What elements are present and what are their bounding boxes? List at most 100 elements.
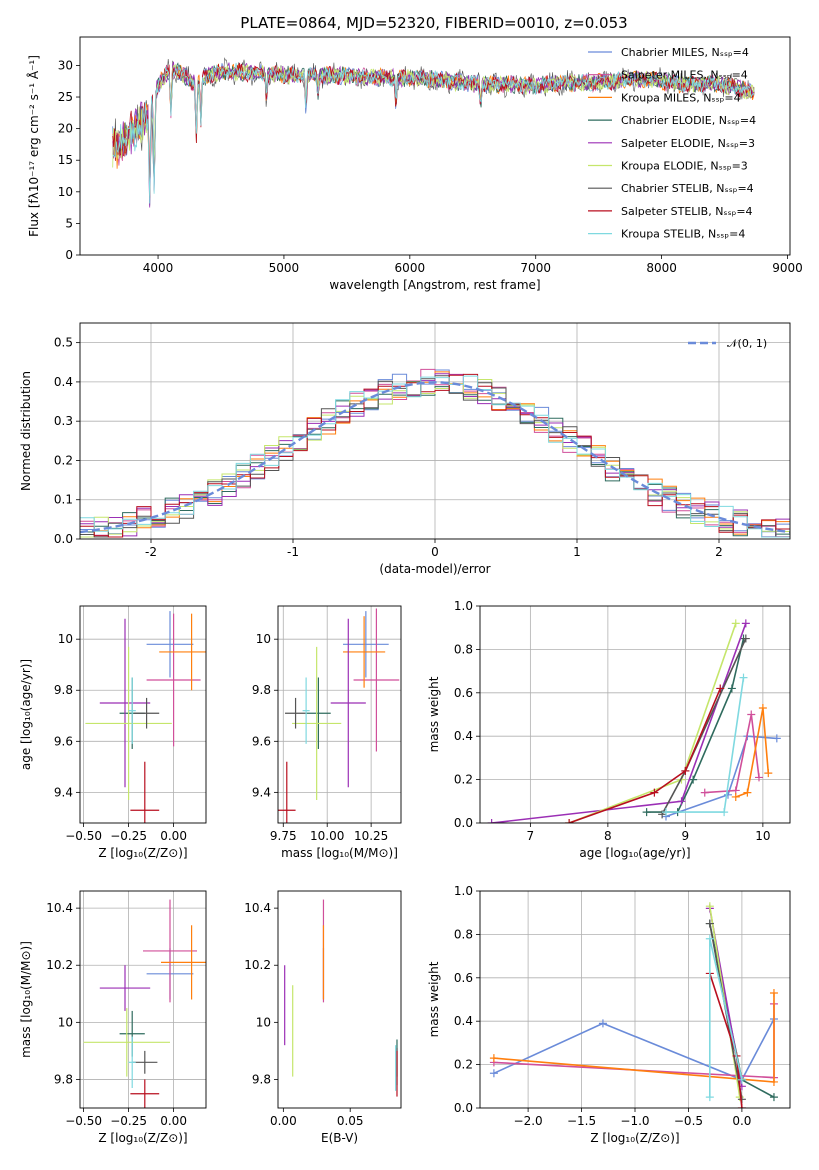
- point-marker: [731, 619, 740, 628]
- x-tick-label: 0.0: [732, 1114, 751, 1128]
- x-tick-label: 10: [755, 829, 770, 843]
- legend-label: Kroupa MILES, Nₛₛₚ=4: [621, 91, 741, 104]
- axes-frame: [79, 890, 207, 1109]
- point-marker: [737, 1075, 746, 1084]
- errorbar-point: [278, 761, 296, 823]
- point-marker: [650, 788, 659, 797]
- mass-weight-series: [735, 707, 770, 798]
- errorbar-point: [99, 618, 151, 788]
- point-marker: [489, 1054, 498, 1063]
- y-tick-label: 10.4: [46, 901, 73, 915]
- figure-title: PLATE=0864, MJD=52320, FIBERID=0010, z=0…: [240, 14, 627, 32]
- point-marker: [487, 819, 496, 823]
- axes: −0.50 −0.25 0.00 9.4 9.6 9.8 10 Z [log₁₀(Z/Z⊙)]…: [19, 605, 207, 860]
- y-tick-label: 0.0: [454, 816, 473, 830]
- panel-age-vs-Z: −0.50 −0.25 0.00 9.4 9.6 9.8 10 Z [log₁₀(Z/Z⊙)]…: [19, 605, 207, 860]
- panel-mass-vs-ebv: 0.00 0.05 9.8 10 10.2 10.4 E(B-V): [244, 890, 402, 1145]
- panel-massweight-vs-Z: −2.0 −1.5 −1.0 −0.5 0.0 0.0 0.2 0.4 0.6 0.8 1.0 Z […: [427, 884, 791, 1145]
- y-tick-label: 0.3: [54, 414, 73, 428]
- errorbar-point: [99, 965, 151, 1011]
- y-axis-label: mass [log₁₀(M/M⊙)]: [19, 941, 33, 1058]
- grid: [278, 606, 401, 823]
- legend-label: Chabrier ELODIE, Nₛₛₚ=4: [621, 114, 756, 127]
- errorbar-point: [130, 1079, 160, 1108]
- panels: 4000 5000 6000 7000 8000 9000051015202530wave…: [19, 36, 803, 1145]
- x-tick-label: −1.5: [567, 1114, 596, 1128]
- axes-frame: [277, 890, 402, 1109]
- y-tick-label: 9.8: [54, 683, 73, 697]
- axes-frame: [277, 605, 402, 824]
- x-tick-label: −0.50: [65, 829, 102, 843]
- x-tick-label: 7: [527, 829, 535, 843]
- x-axis-label: Z [log₁₀(Z/Z⊙)]: [98, 1131, 187, 1145]
- x-axis-label: Z [log₁₀(Z/Z⊙)]: [98, 846, 187, 860]
- y-axis-label: Normed distribution: [19, 371, 33, 491]
- errorbar-point: [143, 899, 197, 1003]
- point-marker: [724, 790, 732, 799]
- axes: 9.75 10.00 10.25 9.4 9.6 9.8 10 mass [log₁₀(M/M…: [252, 605, 402, 860]
- y-tick-label: 9.4: [54, 785, 73, 799]
- y-tick-label: 9.8: [252, 683, 271, 697]
- y-tick-label: 20: [58, 122, 73, 136]
- point-marker: [758, 703, 767, 712]
- x-tick-label: 8: [604, 829, 612, 843]
- y-tick-label: 9.6: [252, 734, 271, 748]
- point-marker: [642, 808, 651, 817]
- point-marker: [731, 792, 740, 801]
- point-marker: [681, 766, 690, 775]
- y-tick-label: 25: [58, 90, 73, 104]
- x-tick-label: 2: [715, 545, 723, 559]
- x-tick-label: −0.50: [65, 1114, 102, 1128]
- x-axis-label: Z [log₁₀(Z/Z⊙)]: [590, 1131, 679, 1145]
- plot-area: [80, 891, 206, 1108]
- plot-area: [112, 57, 755, 208]
- panel-mass-vs-Z: −0.50 −0.25 0.00 9.8 10 10.2 10.4 Z [log₁₀(Z/Z⊙…: [19, 890, 207, 1145]
- legend: Chabrier MILES, Nₛₛₚ=4 Salpeter MILES, Nₛ…: [588, 46, 756, 241]
- x-tick-label: −2.0: [514, 1114, 543, 1128]
- legend-label: Salpeter STELIB, Nₛₛₚ=4: [621, 205, 753, 218]
- errorbar-point: [146, 613, 201, 747]
- x-tick-label: 0.00: [270, 1114, 297, 1128]
- errorbar-point: [343, 616, 386, 688]
- x-tick-label: 0.00: [160, 1114, 187, 1128]
- y-tick-label: 9.4: [252, 785, 271, 799]
- y-tick-label: 0.2: [454, 1058, 473, 1072]
- x-tick-label: −0.25: [110, 829, 147, 843]
- x-axis-label: E(B-V): [321, 1131, 358, 1145]
- y-axis-label: Flux [fλ10⁻¹⁷ erg cm⁻² s⁻¹ Å⁻¹]: [26, 55, 41, 237]
- mass-weight-series: [665, 735, 777, 818]
- plot-area: [284, 899, 398, 1097]
- point-marker: [662, 808, 670, 817]
- y-tick-label: 15: [58, 153, 73, 167]
- x-axis-label: (data-model)/error: [379, 562, 490, 576]
- point-marker: [739, 673, 748, 682]
- y-tick-label: 0.4: [454, 1014, 473, 1028]
- x-tick-label: 6000: [395, 261, 426, 275]
- errorbar-point: [132, 1050, 158, 1074]
- x-axis-label: age [log₁₀(age/yr)]: [579, 846, 690, 860]
- x-tick-label: -1: [287, 545, 299, 559]
- y-axis-label: mass weight: [427, 676, 441, 752]
- y-tick-label: 0.0: [454, 1101, 473, 1115]
- point-marker: [764, 769, 773, 778]
- normal-curve: [80, 381, 790, 534]
- x-tick-label: 8000: [646, 261, 677, 275]
- axes: 7 8 9 10 0.0 0.2 0.4 0.6 0.8 1.0 age [log₁₀(age/yr…: [427, 599, 791, 860]
- grid: [480, 891, 790, 1108]
- y-tick-label: 0.6: [454, 686, 473, 700]
- errorbar-point: [130, 761, 160, 823]
- mass-weight-series: [646, 638, 745, 813]
- y-tick-label: 0.2: [54, 453, 73, 467]
- plot-area: [480, 891, 790, 1108]
- point-marker: [772, 734, 781, 743]
- y-tick-label: 0.1: [54, 493, 73, 507]
- x-tick-label: 5000: [269, 261, 300, 275]
- plot-area: [80, 606, 206, 823]
- axes: -2 -1 0 1 2 0.0 0.1 0.2 0.3 0.4 0.5 (data-model)/er…: [19, 322, 791, 576]
- point-marker: [705, 919, 714, 928]
- y-tick-label: 10: [58, 185, 73, 199]
- y-tick-label: 0.5: [54, 336, 73, 350]
- plot-area: [278, 606, 401, 823]
- mass-weight-series: [568, 688, 722, 823]
- point-marker: [727, 684, 736, 693]
